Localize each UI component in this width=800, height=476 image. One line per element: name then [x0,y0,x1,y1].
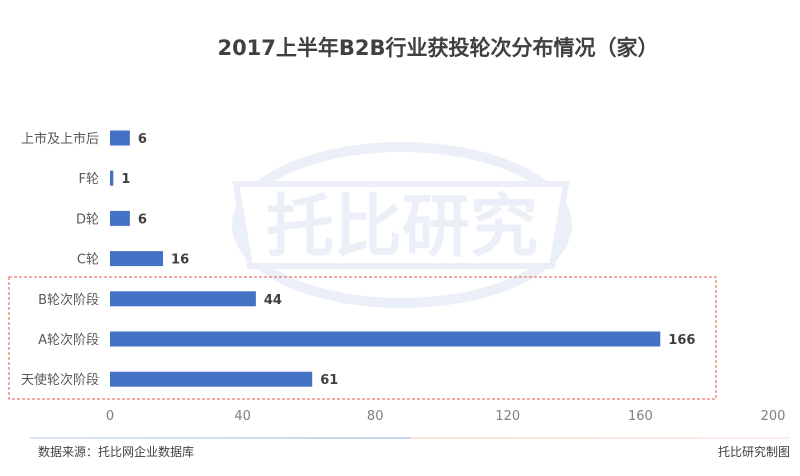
value-label-4: 44 [264,293,282,308]
category-label-3: C轮 [77,253,99,268]
watermark-logo: 托比研究 [232,142,572,308]
bar-6 [110,371,313,387]
value-label-2: 6 [138,212,147,227]
data-source-note: 数据来源：托比网企业数据库 [38,445,195,459]
category-label-5: A轮次阶段 [38,332,99,348]
value-label-5: 166 [668,333,695,348]
category-label-0: 上市及上市后 [21,131,99,147]
category-label-6: 天使轮次阶段 [21,372,99,388]
x-tick-0: 0 [106,409,114,424]
bar-2 [110,210,130,226]
footer-divider-left [30,437,410,439]
x-axis-ticks: 0 40 80 120 160 200 [106,409,786,424]
value-label-0: 6 [138,132,147,147]
bar-3 [110,251,164,267]
x-tick-2: 80 [367,409,384,424]
bar-0 [110,130,130,146]
category-label-1: F轮 [79,172,99,187]
x-tick-5: 200 [761,409,786,424]
highlight-box [8,276,717,400]
chart-title: 2017上半年B2B行业获投轮次分布情况（家） [217,36,658,60]
bar-4 [110,291,256,307]
value-label-6: 61 [320,373,338,388]
category-label-2: D轮 [76,212,99,227]
credit-note: 托比研究制图 [717,445,790,459]
bar-1 [110,170,114,186]
footer-divider-right [410,437,790,439]
x-tick-1: 40 [234,409,251,424]
bars-group [110,130,661,387]
x-tick-3: 120 [495,409,520,424]
value-label-3: 16 [171,253,189,268]
category-label-4: B轮次阶段 [38,292,99,308]
value-label-1: 1 [121,172,130,187]
x-tick-4: 160 [628,409,653,424]
watermark-text: 托比研究 [266,188,538,267]
bar-5 [110,331,661,347]
